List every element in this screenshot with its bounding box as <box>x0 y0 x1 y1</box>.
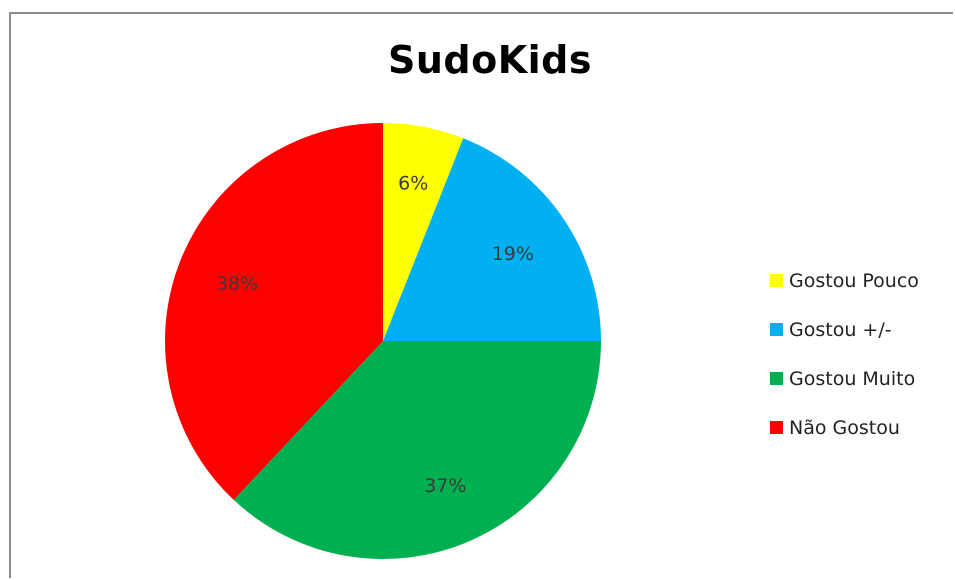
legend-item: Gostou Pouco <box>770 256 919 305</box>
chart-title: SudoKids <box>387 38 593 82</box>
legend-item: Não Gostou <box>770 403 919 452</box>
pie-slice-gostou-pouco <box>383 123 464 341</box>
legend-item: Gostou Muito <box>770 354 919 403</box>
legend: Gostou Pouco Gostou +/- Gostou Muito Não Go… <box>770 256 919 452</box>
pie-slice-gostou <box>383 138 601 341</box>
legend-label: Gostou Muito <box>789 367 916 390</box>
data-label: 6% <box>398 173 428 195</box>
legend-swatch <box>770 421 783 434</box>
pie-slice-gostou-muito <box>233 341 601 559</box>
legend-swatch <box>770 372 783 385</box>
legend-swatch <box>770 323 783 336</box>
legend-swatch <box>770 274 783 287</box>
data-label: 19% <box>492 243 534 265</box>
data-label: 37% <box>424 475 466 497</box>
legend-label: Gostou Pouco <box>789 269 919 292</box>
legend-label: Não Gostou <box>789 416 900 439</box>
legend-item: Gostou +/- <box>770 305 919 354</box>
legend-label: Gostou +/- <box>789 318 892 341</box>
pie-slice-n-o-gostou <box>164 123 383 500</box>
data-label: 38% <box>216 273 258 295</box>
